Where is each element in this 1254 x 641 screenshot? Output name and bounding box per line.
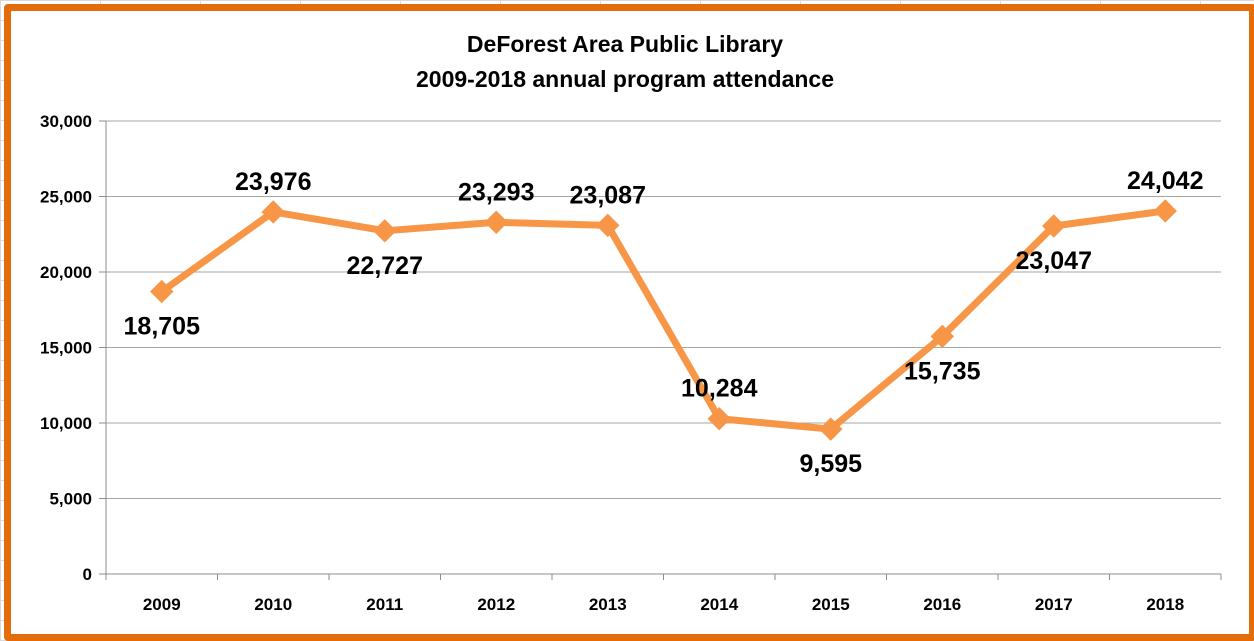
x-tick-label: 2011 xyxy=(366,595,403,614)
x-tick-label: 2017 xyxy=(1035,595,1073,614)
data-label: 10,284 xyxy=(681,375,758,403)
data-point-marker xyxy=(150,279,174,304)
x-tick-label: 2014 xyxy=(700,595,738,614)
gridlines xyxy=(106,120,1221,499)
y-tick-label: 5,000 xyxy=(49,490,92,509)
x-tick-label: 2018 xyxy=(1146,595,1184,614)
data-point-marker xyxy=(819,417,843,441)
chart-title: DeForest Area Public Library xyxy=(467,31,783,57)
data-labels: 18,705 23,976 22,727 23,293 23,087 10,284 9,59… xyxy=(124,167,1204,478)
data-point-marker xyxy=(1042,214,1066,238)
y-tick-label: 0 xyxy=(83,565,92,584)
data-label: 15,735 xyxy=(904,357,981,385)
data-point-marker xyxy=(707,407,731,431)
y-tick-label: 30,000 xyxy=(40,112,92,131)
x-tick-label: 2015 xyxy=(812,595,850,614)
data-point-marker xyxy=(261,200,285,224)
y-tick-label: 20,000 xyxy=(40,263,92,282)
series-attendance xyxy=(150,199,1177,441)
data-label: 18,705 xyxy=(124,313,201,341)
x-tick-label: 2010 xyxy=(254,595,292,614)
x-tick-label: 2013 xyxy=(589,595,627,614)
y-tick-label: 25,000 xyxy=(40,188,92,207)
x-tick-label: 2009 xyxy=(143,595,181,614)
data-label: 23,087 xyxy=(570,181,646,209)
data-point-marker xyxy=(484,210,508,234)
y-tick-label: 10,000 xyxy=(40,414,92,433)
data-label: 23,293 xyxy=(458,178,534,206)
chart-subtitle: 2009-2018 annual program attendance xyxy=(416,66,834,92)
data-label: 9,595 xyxy=(799,450,862,478)
data-point-marker xyxy=(596,213,620,238)
data-label: 23,976 xyxy=(235,168,311,196)
axes: 0 5,000 10,000 15,000 20,000 25,000 30,000 2009… xyxy=(40,112,1222,614)
series-line xyxy=(158,207,1169,433)
chart-frame xyxy=(4,4,1254,641)
y-tick-label: 15,000 xyxy=(40,339,92,358)
data-label: 23,047 xyxy=(1016,247,1092,275)
x-tick-label: 2012 xyxy=(477,595,515,614)
data-point-marker xyxy=(930,324,954,349)
data-label: 24,042 xyxy=(1127,167,1203,195)
data-label: 22,727 xyxy=(347,252,423,280)
x-tick-label: 2016 xyxy=(923,595,961,614)
data-point-marker xyxy=(1153,199,1177,223)
data-point-marker xyxy=(373,219,397,243)
